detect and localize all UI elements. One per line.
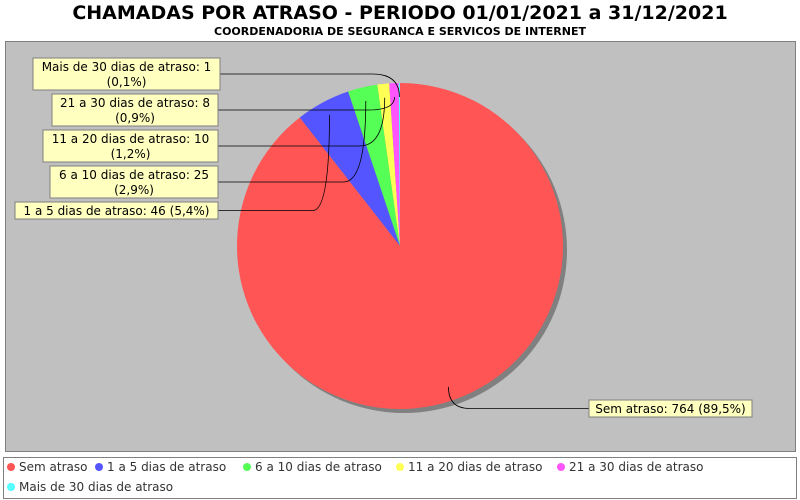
legend-label: Sem atraso xyxy=(19,460,88,474)
slice-label-sem-atraso: Sem atraso: 764 (89,5%) xyxy=(588,399,753,418)
label-text: Mais de 30 dias de atraso: 1 xyxy=(42,60,212,74)
label-box xyxy=(42,129,219,163)
label-box xyxy=(32,57,221,91)
slice-label-21-a-30-dias-de-atraso: 21 a 30 dias de atraso: 8(0,9%) xyxy=(51,93,219,127)
label-text: (2,9%) xyxy=(114,183,154,197)
slice-label-6-a-10-dias-de-atraso: 6 a 10 dias de atraso: 25(2,9%) xyxy=(49,165,219,199)
legend-label: 21 a 30 dias de atraso xyxy=(569,460,704,474)
label-text: Sem atraso: 764 (89,5%) xyxy=(595,402,746,416)
label-text: 1 a 5 dias de atraso: 46 (5,4%) xyxy=(24,204,210,218)
label-text: (0,1%) xyxy=(107,75,147,89)
legend-label: 1 a 5 dias de atraso xyxy=(107,460,227,474)
pie-chart: Sem atraso: 764 (89,5%) 1 a 5 dias de atr… xyxy=(14,57,753,418)
chart-title: CHAMADAS POR ATRASO - PERIODO 01/01/2021… xyxy=(72,2,728,24)
legend-item-6-a-10-dias-de-atraso[interactable]: 6 a 10 dias de atraso xyxy=(243,459,382,475)
leader-line-21-a-30-dias-de-atraso xyxy=(218,97,395,111)
legend-item-sem-atraso[interactable]: Sem atraso xyxy=(7,459,87,475)
slice-label-mais-de-30-dias-de-atraso: Mais de 30 dias de atraso: 1(0,1%) xyxy=(32,57,221,91)
legend-label: 6 a 10 dias de atraso xyxy=(255,460,382,474)
legend-item-mais-de-30-dias-de-atraso[interactable]: Mais de 30 dias de atraso xyxy=(7,479,173,495)
legend-swatch xyxy=(557,463,565,471)
leader-line-mais-de-30-dias-de-atraso xyxy=(220,73,400,98)
label-box xyxy=(49,165,219,199)
legend-label: 11 a 20 dias de atraso xyxy=(408,460,543,474)
label-box xyxy=(14,201,219,220)
leader-line-1-a-5-dias-de-atraso xyxy=(218,114,330,211)
legend-item-1-a-5-dias-de-atraso[interactable]: 1 a 5 dias de atraso xyxy=(95,459,226,475)
legend-swatch xyxy=(396,463,404,471)
legend-label: Mais de 30 dias de atraso xyxy=(19,480,174,494)
label-text: (1,2%) xyxy=(111,147,151,161)
chart-legend: Sem atraso 1 a 5 dias de atraso 6 a 10 dia… xyxy=(3,457,797,499)
pie-slice-21-a-30-dias-de-atraso[interactable] xyxy=(389,83,400,246)
legend-item-11-a-20-dias-de-atraso[interactable]: 11 a 20 dias de atraso xyxy=(396,459,542,475)
chart-subtitle: COORDENADORIA DE SEGURANCA E SERVICOS DE… xyxy=(214,25,586,38)
label-text: 6 a 10 dias de atraso: 25 xyxy=(59,168,209,182)
pie-slice-1-a-5-dias-de-atraso[interactable] xyxy=(299,91,400,246)
legend-item-21-a-30-dias-de-atraso[interactable]: 21 a 30 dias de atraso xyxy=(557,459,703,475)
pie-slice-11-a-20-dias-de-atraso[interactable] xyxy=(377,83,400,246)
label-box xyxy=(588,399,753,418)
legend-swatch xyxy=(243,463,251,471)
label-box xyxy=(51,93,219,127)
legend-swatch xyxy=(95,463,103,471)
legend-swatch xyxy=(7,483,15,491)
slice-label-11-a-20-dias-de-atraso: 11 a 20 dias de atraso: 10(1,2%) xyxy=(42,129,219,163)
label-text: 11 a 20 dias de atraso: 10 xyxy=(52,132,210,146)
leader-line-sem-atraso xyxy=(448,386,589,409)
slice-label-1-a-5-dias-de-atraso: 1 a 5 dias de atraso: 46 (5,4%) xyxy=(14,201,219,220)
label-text: 21 a 30 dias de atraso: 8 xyxy=(60,96,210,110)
legend-swatch xyxy=(7,463,15,471)
label-text: (0,9%) xyxy=(115,111,155,125)
plot-area: Sem atraso: 764 (89,5%) 1 a 5 dias de atr… xyxy=(5,41,796,452)
pie-slice-mais-de-30-dias-de-atraso[interactable] xyxy=(398,83,400,246)
pie-slice-6-a-10-dias-de-atraso[interactable] xyxy=(348,84,400,246)
leader-line-6-a-10-dias-de-atraso xyxy=(218,100,367,183)
